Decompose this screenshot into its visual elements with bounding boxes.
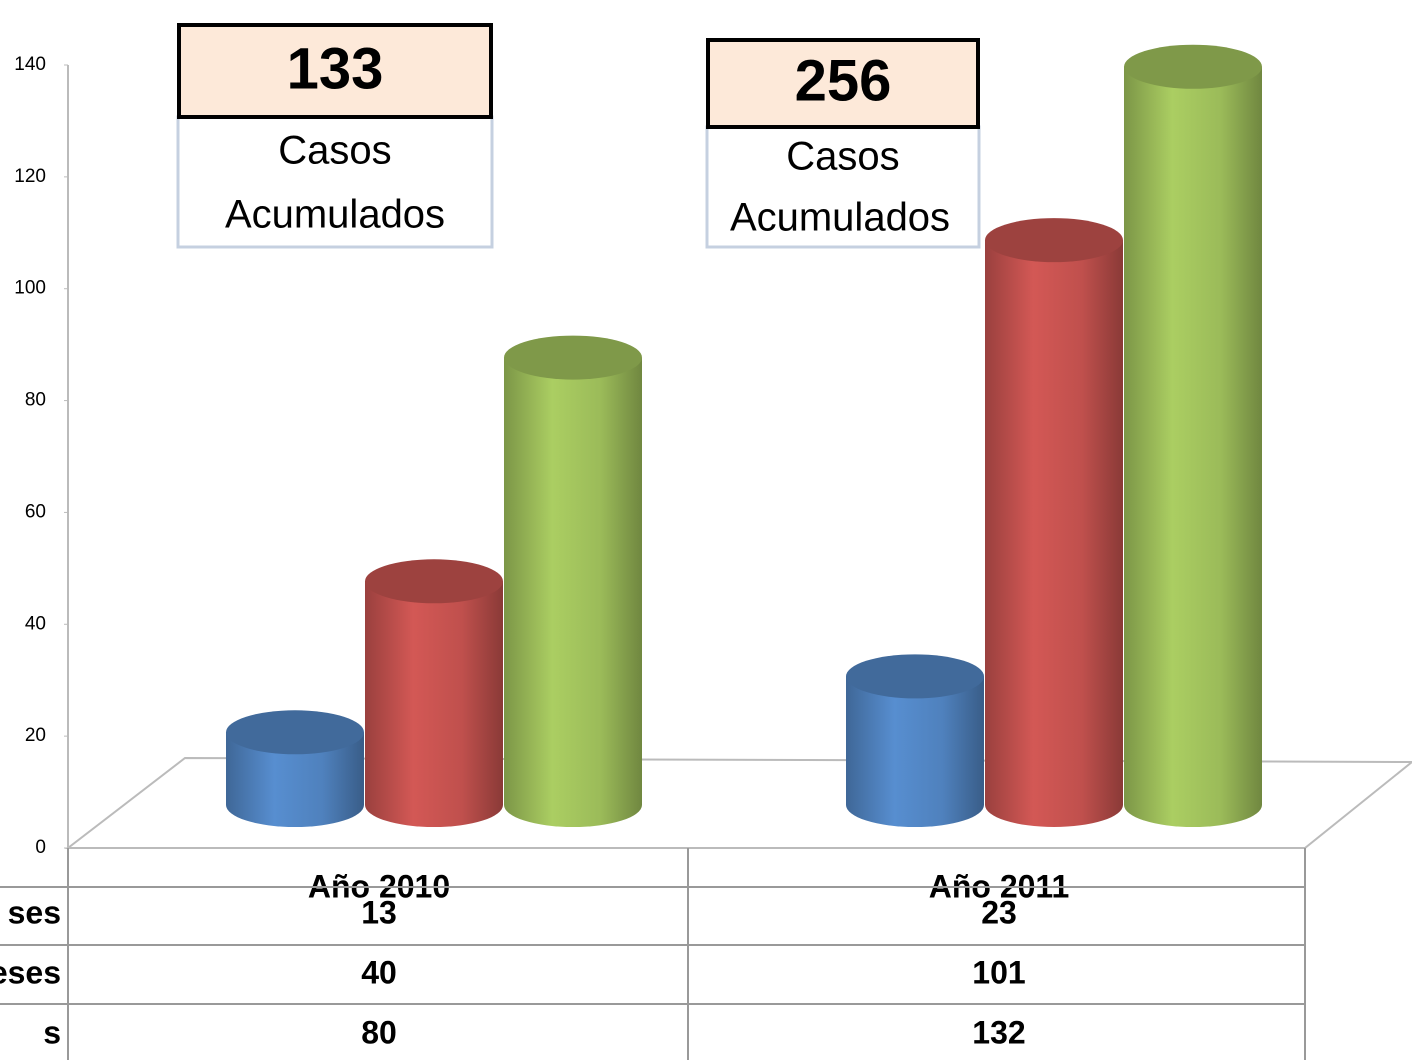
table-cell: 40: [361, 954, 397, 990]
y-tick-label: 80: [25, 390, 46, 411]
annotation-header: [706, 38, 980, 129]
annotation-box: [176, 115, 494, 249]
cylinder: [1124, 66, 1262, 827]
y-tick-label: 120: [14, 166, 46, 187]
cylinder-top: [226, 710, 364, 755]
annotation-header: [177, 23, 493, 119]
y-tick-label: 0: [35, 837, 46, 858]
annotation-text: Acumulados: [225, 193, 445, 237]
annotation-text: Casos: [786, 135, 899, 179]
y-tick-label: 60: [25, 501, 46, 522]
cylinder-top: [985, 218, 1123, 263]
cylinder: [846, 676, 984, 827]
annotation-value: 256: [795, 48, 892, 113]
cylinder: [365, 581, 503, 827]
annotation-text: Casos: [278, 129, 391, 173]
cylinder-top: [1124, 44, 1262, 89]
annotation-box: [705, 125, 981, 249]
y-tick-label: 20: [25, 725, 46, 746]
table-cell: 132: [972, 1014, 1025, 1050]
annotation-value: 133: [287, 36, 384, 101]
legend-label: s: [43, 1014, 61, 1050]
table-cell: 23: [981, 894, 1017, 930]
floor: [65, 756, 1412, 849]
cylinder: [504, 357, 642, 827]
table-cell: 80: [361, 1014, 397, 1050]
y-tick-label: 140: [14, 54, 46, 75]
table-cell: 101: [972, 954, 1025, 990]
cylinder-top: [365, 559, 503, 604]
cylinder: [985, 240, 1123, 827]
cylinder-top: [846, 654, 984, 699]
legend-label: eses: [0, 954, 61, 990]
cylinder-top: [504, 335, 642, 380]
y-tick-label: 40: [25, 613, 46, 634]
cylinder: [226, 732, 364, 827]
annotation-text: Acumulados: [730, 196, 950, 240]
table-cell: 13: [361, 894, 397, 930]
legend-label: ses: [8, 894, 61, 930]
y-tick-label: 100: [14, 278, 46, 299]
